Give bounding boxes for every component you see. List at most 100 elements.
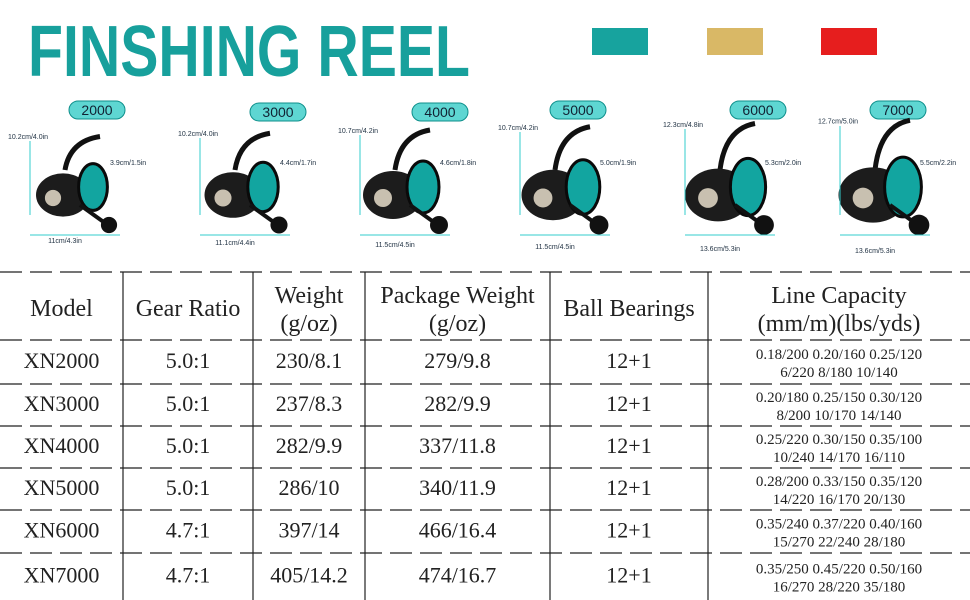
width-dim: 5.3cm/2.0in	[765, 160, 801, 167]
size-pill	[68, 100, 126, 120]
size-label: 7000	[882, 102, 913, 118]
column-header: (g/oz)	[429, 311, 486, 337]
reel-arm	[552, 124, 591, 171]
size-pill	[549, 100, 607, 120]
column-header: Ball Bearings	[563, 296, 694, 322]
table-cell: 340/11.9	[419, 475, 496, 500]
reel-arm	[62, 134, 101, 171]
table-cell: 5.0:1	[166, 391, 211, 416]
table-cell: 474/16.7	[419, 563, 497, 588]
reel-knob	[589, 215, 609, 235]
base-dim: 11.5cm/4.5in	[535, 244, 575, 251]
size-pill	[411, 102, 469, 122]
table-cell: 282/9.9	[424, 391, 491, 416]
reel: 3000 10.2cm/4.0in 4.4cm/1.7in 11.1cm/4.4in	[178, 102, 316, 247]
table-cell: 12+1	[606, 433, 651, 458]
line-capacity: 8/200 10/170 14/140	[776, 408, 901, 424]
table-cell: 12+1	[606, 391, 651, 416]
line-capacity: 0.28/200 0.33/150 0.35/120	[756, 474, 922, 490]
line-capacity: 14/220 16/170 20/130	[773, 492, 906, 508]
reel: 4000 10.7cm/4.2in 4.6cm/1.8in 11.5cm/4.5in	[338, 102, 476, 249]
reel-cap	[44, 189, 62, 207]
size-label: 2000	[81, 102, 112, 118]
title: FINSHING REEL	[28, 12, 470, 92]
table-cell: 286/10	[278, 475, 339, 500]
reel-handle	[408, 203, 437, 225]
reel-arm	[392, 127, 431, 171]
line-capacity: 0.25/220 0.30/150 0.35/100	[756, 432, 922, 448]
reel-knob	[270, 216, 288, 234]
column-header: (mm/m)(lbs/yds)	[758, 311, 921, 337]
table-cell: 237/8.3	[276, 391, 343, 416]
line-capacity: 0.20/180 0.25/150 0.30/120	[756, 390, 922, 406]
base-dim: 13.6cm/5.3in	[700, 246, 740, 253]
base-dim: 13.6cm/5.3in	[855, 248, 895, 255]
spec-table: Model Gear Ratio Weight(g/oz)Package Weigh…	[0, 271, 970, 600]
reel-spool	[77, 162, 109, 212]
table-cell: 466/16.4	[419, 518, 497, 543]
line-capacity: 0.35/250 0.45/220 0.50/160	[756, 562, 922, 578]
reel-handle	[568, 203, 597, 225]
height-dim: 10.7cm/4.2in	[338, 128, 378, 135]
reel-handle	[248, 203, 277, 225]
width-dim: 4.6cm/1.8in	[440, 160, 476, 167]
table-cell: 337/11.8	[419, 433, 496, 458]
height-dim: 10.2cm/4.0in	[8, 134, 48, 141]
width-dim: 3.9cm/1.5in	[110, 160, 146, 167]
table-cell: 12+1	[606, 348, 651, 373]
table-cell: 5.0:1	[166, 433, 211, 458]
line-capacity: 0.35/240 0.37/220 0.40/160	[756, 517, 922, 533]
reel-cap	[852, 187, 874, 209]
table-cell: 4.7:1	[166, 518, 211, 543]
width-dim: 5.0cm/1.9in	[600, 160, 636, 167]
reel: 5000 10.7cm/4.2in 5.0cm/1.9in 11.5cm/4.5in	[498, 100, 636, 251]
table-cell: XN3000	[24, 391, 100, 416]
reel-cap	[214, 189, 232, 207]
line-capacity: 0.18/200 0.20/160 0.25/120	[756, 347, 922, 363]
column-header: Model	[30, 296, 93, 322]
table-cell: 12+1	[606, 563, 651, 588]
table-cell: XN6000	[24, 518, 100, 543]
reel-cap	[374, 189, 392, 207]
table-cell: 12+1	[606, 475, 651, 500]
reel: 7000 12.7cm/5.0in 5.5cm/2.2in 13.6cm/5.3in	[818, 100, 956, 255]
base-dim: 11cm/4.3in	[48, 238, 82, 245]
base-dim: 11.5cm/4.5in	[375, 242, 415, 249]
reel: 2000 10.2cm/4.0in 3.9cm/1.5in 11cm/4.3in	[8, 100, 146, 245]
table-cell: 282/9.9	[276, 433, 343, 458]
column-header: Gear Ratio	[136, 296, 241, 322]
table-cell: 4.7:1	[166, 563, 211, 588]
base-dim: 11.1cm/4.4in	[215, 240, 255, 247]
reel-body	[36, 173, 90, 217]
column-header: (g/oz)	[280, 311, 337, 337]
line-capacity: 10/240 14/170 16/110	[773, 450, 905, 466]
reel-gallery: 2000 10.2cm/4.0in 3.9cm/1.5in 11cm/4.3in 300…	[8, 100, 956, 255]
table-cell: 12+1	[606, 518, 651, 543]
reel-cap	[698, 188, 718, 208]
reel-spool	[246, 160, 280, 214]
reel: 6000 12.3cm/4.8in 5.3cm/2.0in 13.6cm/5.3in	[663, 100, 801, 253]
column-header: Weight	[275, 283, 344, 309]
reel-knob	[430, 216, 448, 234]
height-dim: 10.7cm/4.2in	[498, 125, 538, 132]
table-cell: XN5000	[24, 475, 100, 500]
width-dim: 4.4cm/1.7in	[280, 160, 316, 167]
reel-knob	[908, 214, 930, 236]
table-cell: 397/14	[278, 518, 339, 543]
color-swatch	[707, 28, 763, 55]
table-cell: XN7000	[24, 563, 100, 588]
column-header: Package Weight	[380, 283, 535, 309]
table-cell: XN4000	[24, 433, 100, 458]
reel-knob	[754, 215, 774, 235]
size-pill	[869, 100, 927, 120]
width-dim: 5.5cm/2.2in	[920, 160, 956, 167]
line-capacity: 16/270 28/220 35/180	[773, 580, 906, 596]
reel-handle	[78, 203, 107, 225]
table-cell: XN2000	[24, 348, 100, 373]
size-label: 6000	[742, 102, 773, 118]
reel-cap	[533, 188, 553, 208]
size-label: 5000	[562, 102, 593, 118]
size-pill	[249, 102, 307, 122]
table-cell: 405/14.2	[270, 563, 348, 588]
